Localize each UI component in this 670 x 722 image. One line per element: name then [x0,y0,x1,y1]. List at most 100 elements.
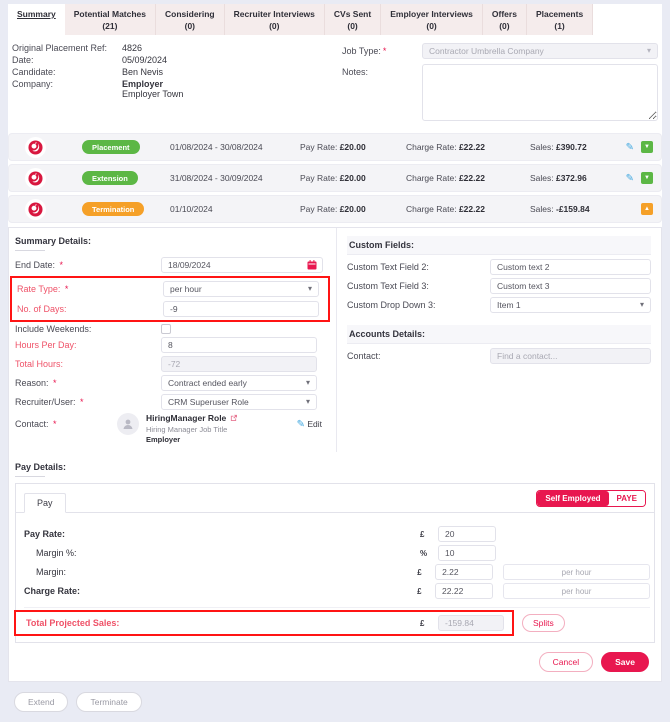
contact-label: Contact: * [15,419,57,430]
contact-card: HiringManager Role Hiring Manager Job Ti… [117,413,330,445]
chevron-down-icon: ▾ [305,397,310,407]
sales: Sales: -£159.84 [530,204,590,215]
rate-type-label: Rate Type: * [17,284,69,295]
pay-details-heading: Pay Details: [15,462,661,477]
contact-edit-link[interactable]: ✎ Edit [296,419,322,431]
include-weekends-checkbox[interactable] [161,324,171,335]
end-date-input[interactable]: 18/09/2024 [161,257,323,274]
tab-potential-matches[interactable]: Potential Matches (21) [64,4,157,36]
edit-pencil-icon[interactable]: ✎ [625,141,634,153]
tab-pay[interactable]: Pay [24,493,66,514]
self-employed-toggle[interactable]: Self Employed [537,491,609,507]
tab-employer-interviews[interactable]: Employer Interviews (0) [381,4,483,36]
tab-cvs-sent[interactable]: CVs Sent (0) [324,4,382,36]
margin-input[interactable]: 2.22 [435,564,494,581]
cancel-button[interactable]: Cancel [538,652,594,673]
tab-considering[interactable]: Considering (0) [156,4,225,36]
chili-logo-icon [25,136,46,158]
custom-fields-section: Custom Fields: Custom Text Field 2: Cust… [336,228,661,453]
notes-textarea[interactable] [422,64,658,122]
custom-fields-heading: Custom Fields: [347,236,651,256]
rate-type-select[interactable]: per hour ▾ [163,281,319,298]
pay-rate: Pay Rate: £20.00 [300,204,366,215]
stage-tabbar: Summary Potential Matches (21) Considerin… [8,4,662,36]
charge-rate: Charge Rate: £22.22 [406,142,485,153]
charge-rate: Charge Rate: £22.22 [406,204,485,215]
custom-text-field-3-label: Custom Text Field 3: [347,281,429,292]
pay-rate: Pay Rate: £20.00 [300,142,366,153]
total-hours-input: -72 [161,356,317,373]
ref-value: 4826 [122,43,143,54]
custom-drop-down-3-select[interactable]: Item 1 ▾ [490,297,651,314]
status-badge: Placement [82,140,140,155]
total-hours-label: Total Hours: [15,359,64,370]
expand-button[interactable]: ▼ [641,172,653,185]
margin-unit-select: per hour [503,564,651,581]
timeline-row-extension: Extension 31/08/2024 - 30/09/2024 Pay Ra… [8,164,662,193]
custom-drop-down-3-label: Custom Drop Down 3: [347,300,436,311]
expand-button[interactable]: ▼ [641,141,653,154]
external-link-icon[interactable] [230,414,238,422]
calendar-icon[interactable] [307,260,317,270]
tab-placements[interactable]: Placements (1) [526,4,594,36]
tab-summary[interactable]: Summary [8,4,65,36]
total-projected-sales-input: -159.84 [438,615,504,632]
chili-logo-icon [25,167,46,189]
form-actions: Cancel Save [9,643,661,681]
terminate-button[interactable]: Terminate [76,692,142,713]
timeline-row-placement: Placement 01/08/2024 - 30/08/2024 Pay Ra… [8,133,662,162]
tab-recruiter-interviews[interactable]: Recruiter Interviews (0) [224,4,325,36]
chevron-down-icon: ▾ [646,46,651,56]
summary-details-heading: Summary Details: [15,236,330,251]
no-of-days-label: No. of Days: [17,304,67,315]
candidate-value: Ben Nevis [122,67,164,78]
pay-rate-label: Pay Rate: [24,529,66,540]
save-button[interactable]: Save [601,652,649,673]
edit-pencil-icon: ✎ [296,419,305,431]
hours-per-day-label: Hours Per Day: [15,340,77,351]
splits-button[interactable]: Splits [522,614,565,633]
edit-pencil-icon[interactable]: ✎ [625,172,634,184]
placement-timeline: Placement 01/08/2024 - 30/08/2024 Pay Ra… [8,133,662,224]
pay-box: Pay Self Employed PAYE Pay Rate: £ 20 Ma… [14,483,655,644]
recruiter-user-select[interactable]: CRM Superuser Role ▾ [161,394,317,411]
annotation-box-total-projected-sales: Total Projected Sales: £ -159.84 [14,610,514,637]
charge-rate: Charge Rate: £22.22 [406,173,485,184]
charge-rate-input[interactable]: 22.22 [435,583,494,600]
margin-percent-label: Margin %: [36,548,77,559]
date-value: 05/09/2024 [122,55,168,66]
charge-rate-label: Charge Rate: [24,586,81,597]
chili-logo-icon [25,198,46,220]
extend-button[interactable]: Extend [14,692,69,713]
currency-symbol: £ [417,567,422,577]
ref-label: Original Placement Ref: [12,43,108,54]
paye-toggle[interactable]: PAYE [608,491,645,507]
accounts-contact-search-input[interactable]: Find a contact... [490,348,651,365]
chevron-down-icon: ▾ [307,284,312,294]
hours-per-day-input[interactable]: 8 [161,337,317,354]
date-range: 01/10/2024 [170,204,213,215]
placement-summary-card: Summary Potential Matches (21) Considerin… [8,4,662,713]
custom-text-field-2-input[interactable]: Custom text 2 [490,259,651,276]
charge-rate-unit-select: per hour [503,583,650,600]
company-label: Company: [12,79,54,90]
accounts-contact-label: Contact: [347,351,381,362]
job-type-label: Job Type: * [342,46,387,57]
custom-text-field-3-input[interactable]: Custom text 3 [490,278,651,295]
status-badge: Extension [82,171,138,186]
job-type-select: Contractor Umbrella Company ▾ [422,43,658,60]
total-projected-sales-label: Total Projected Sales: [26,618,120,629]
sales: Sales: £390.72 [530,142,587,153]
no-of-days-input[interactable]: -9 [163,301,319,318]
margin-percent-input[interactable]: 10 [438,545,496,562]
annotation-box-rate-fields: Rate Type: * per hour ▾ No. of Days: -9 [10,276,330,323]
pay-rate-input[interactable]: 20 [438,526,496,543]
accounts-details-heading: Accounts Details: [347,325,651,345]
payment-type-toggle: Self Employed PAYE [536,490,646,508]
collapse-button[interactable]: ▲ [641,203,653,216]
currency-symbol: £ [420,618,425,628]
tab-offers[interactable]: Offers (0) [482,4,527,36]
reason-select[interactable]: Contract ended early ▾ [161,375,317,392]
placement-actions: Extend Terminate [8,682,662,722]
margin-label: Margin: [36,567,67,578]
